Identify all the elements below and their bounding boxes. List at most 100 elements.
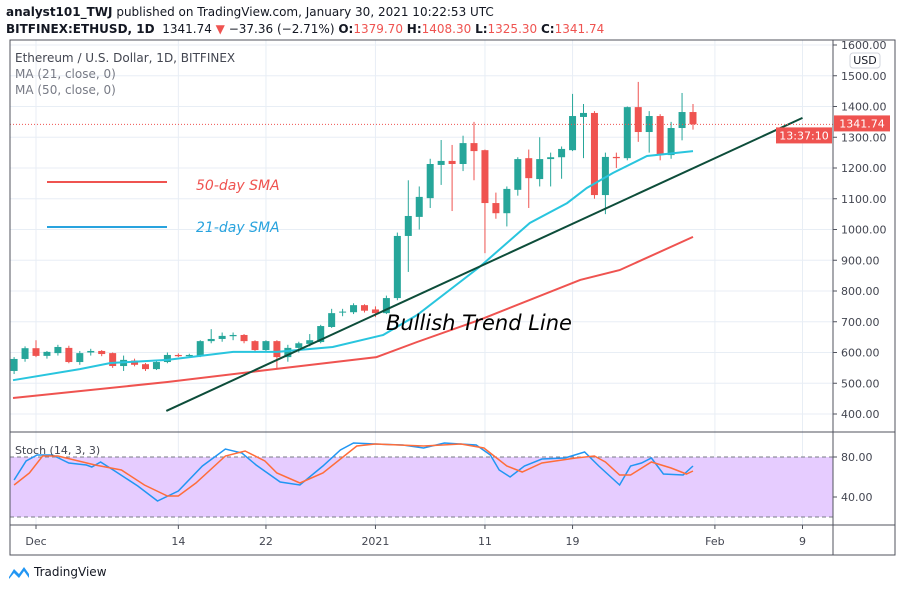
candle-body xyxy=(174,354,182,357)
author[interactable]: analyst101_TWJ xyxy=(6,5,113,19)
candle-body xyxy=(580,112,587,117)
candle xyxy=(645,111,653,153)
last-price-tag xyxy=(834,115,890,132)
candle-body xyxy=(470,143,478,152)
price-tick-label: 1100.00 xyxy=(841,193,887,206)
candle xyxy=(262,340,270,353)
candle-body xyxy=(393,235,401,299)
published-text: published on TradingView.com, January 30… xyxy=(116,5,494,19)
grid xyxy=(10,40,833,525)
publish-info: analyst101_TWJ published on TradingView.… xyxy=(6,5,494,19)
candle xyxy=(43,350,51,359)
candle-body xyxy=(601,156,609,196)
high-value: 1408.30 xyxy=(421,22,472,36)
candle-body xyxy=(163,354,171,363)
price-tick-label: 1500.00 xyxy=(841,70,887,83)
candle xyxy=(415,186,423,230)
candle-body xyxy=(678,112,686,129)
time-tick-label: 19 xyxy=(566,535,580,548)
candle xyxy=(251,340,259,353)
candle-body xyxy=(503,188,511,214)
price-tick-label: 1400.00 xyxy=(841,101,887,114)
candle xyxy=(54,344,62,356)
candle xyxy=(207,329,215,344)
candle-body xyxy=(328,313,336,327)
candle-body xyxy=(306,340,314,344)
chart-frame xyxy=(9,39,896,556)
candle xyxy=(98,350,106,357)
stoch-legend[interactable]: Stoch (14, 3, 3) xyxy=(15,444,100,457)
candle-body xyxy=(207,338,215,342)
legend-title: Ethereum / U.S. Dollar, 1D, BITFINEX xyxy=(15,51,235,65)
candle-body xyxy=(76,353,84,363)
candle-body xyxy=(262,341,270,351)
candle-body xyxy=(87,350,95,353)
candle-body xyxy=(98,350,106,355)
candle xyxy=(514,157,522,196)
close-label: C: xyxy=(540,22,555,36)
candle-body xyxy=(426,164,434,199)
candle xyxy=(109,352,117,368)
candle xyxy=(76,350,84,365)
candle-body xyxy=(185,354,193,357)
candle xyxy=(87,348,95,356)
tradingview-logo[interactable]: TradingView xyxy=(8,565,107,579)
candle-body xyxy=(415,196,423,217)
candle xyxy=(142,362,149,371)
candle xyxy=(634,81,642,142)
last-price: 1341.74 xyxy=(162,22,212,36)
candle-body xyxy=(437,160,445,165)
candle-body xyxy=(371,309,379,314)
time-tick-label: Dec xyxy=(25,535,46,548)
candle-body xyxy=(536,159,544,180)
candle-body xyxy=(32,348,40,356)
candle xyxy=(547,152,555,187)
candle xyxy=(218,332,226,342)
candle-body xyxy=(569,116,577,151)
candle-body xyxy=(43,351,51,356)
candle xyxy=(240,334,248,344)
candle-body xyxy=(54,346,62,354)
candle xyxy=(426,158,434,208)
candle xyxy=(350,303,358,315)
tradingview-logo-icon xyxy=(9,567,29,579)
time-axis[interactable]: Dec 14 22 2021 11 19 Feb 9 xyxy=(25,525,806,548)
candle-body xyxy=(459,143,467,165)
time-tick-label: 11 xyxy=(478,535,492,548)
sma21-line xyxy=(12,150,694,382)
candle xyxy=(678,92,686,141)
time-tick-label: Feb xyxy=(705,535,724,548)
stoch-tick-label: 80.00 xyxy=(841,451,873,464)
candle xyxy=(492,192,500,219)
last-price-label: 1341.74 xyxy=(839,117,885,130)
candle xyxy=(21,346,29,362)
trend-line[interactable] xyxy=(165,116,803,412)
candle-body xyxy=(273,341,281,358)
candle-body xyxy=(558,148,566,158)
countdown-tag xyxy=(776,127,832,144)
candle xyxy=(470,121,478,181)
candle xyxy=(163,352,171,364)
stoch-band xyxy=(10,457,833,517)
candle xyxy=(229,332,237,341)
candle xyxy=(569,93,577,152)
price-tick-label: 1600.00 xyxy=(841,39,887,52)
price-tick-label: 1200.00 xyxy=(841,162,887,175)
currency-badge[interactable] xyxy=(849,52,881,69)
legend-ma50[interactable]: MA (50, close, 0) xyxy=(15,83,116,97)
candle xyxy=(503,186,511,227)
close-value: 1341.74 xyxy=(554,22,605,36)
candle xyxy=(481,149,489,254)
candle xyxy=(284,344,292,362)
currency-label: USD xyxy=(853,54,877,67)
brand-name: TradingView xyxy=(34,565,107,579)
candle xyxy=(328,308,336,328)
candle xyxy=(656,114,664,161)
legend-ma21[interactable]: MA (21, close, 0) xyxy=(15,67,116,81)
low-value: 1325.30 xyxy=(487,22,538,36)
candle-body xyxy=(350,305,358,313)
candle xyxy=(525,149,533,208)
price-axis[interactable]: 1600.00 1500.00 1400.00 1300.00 1200.00 1100.… xyxy=(833,39,887,421)
candle-body xyxy=(152,362,160,370)
